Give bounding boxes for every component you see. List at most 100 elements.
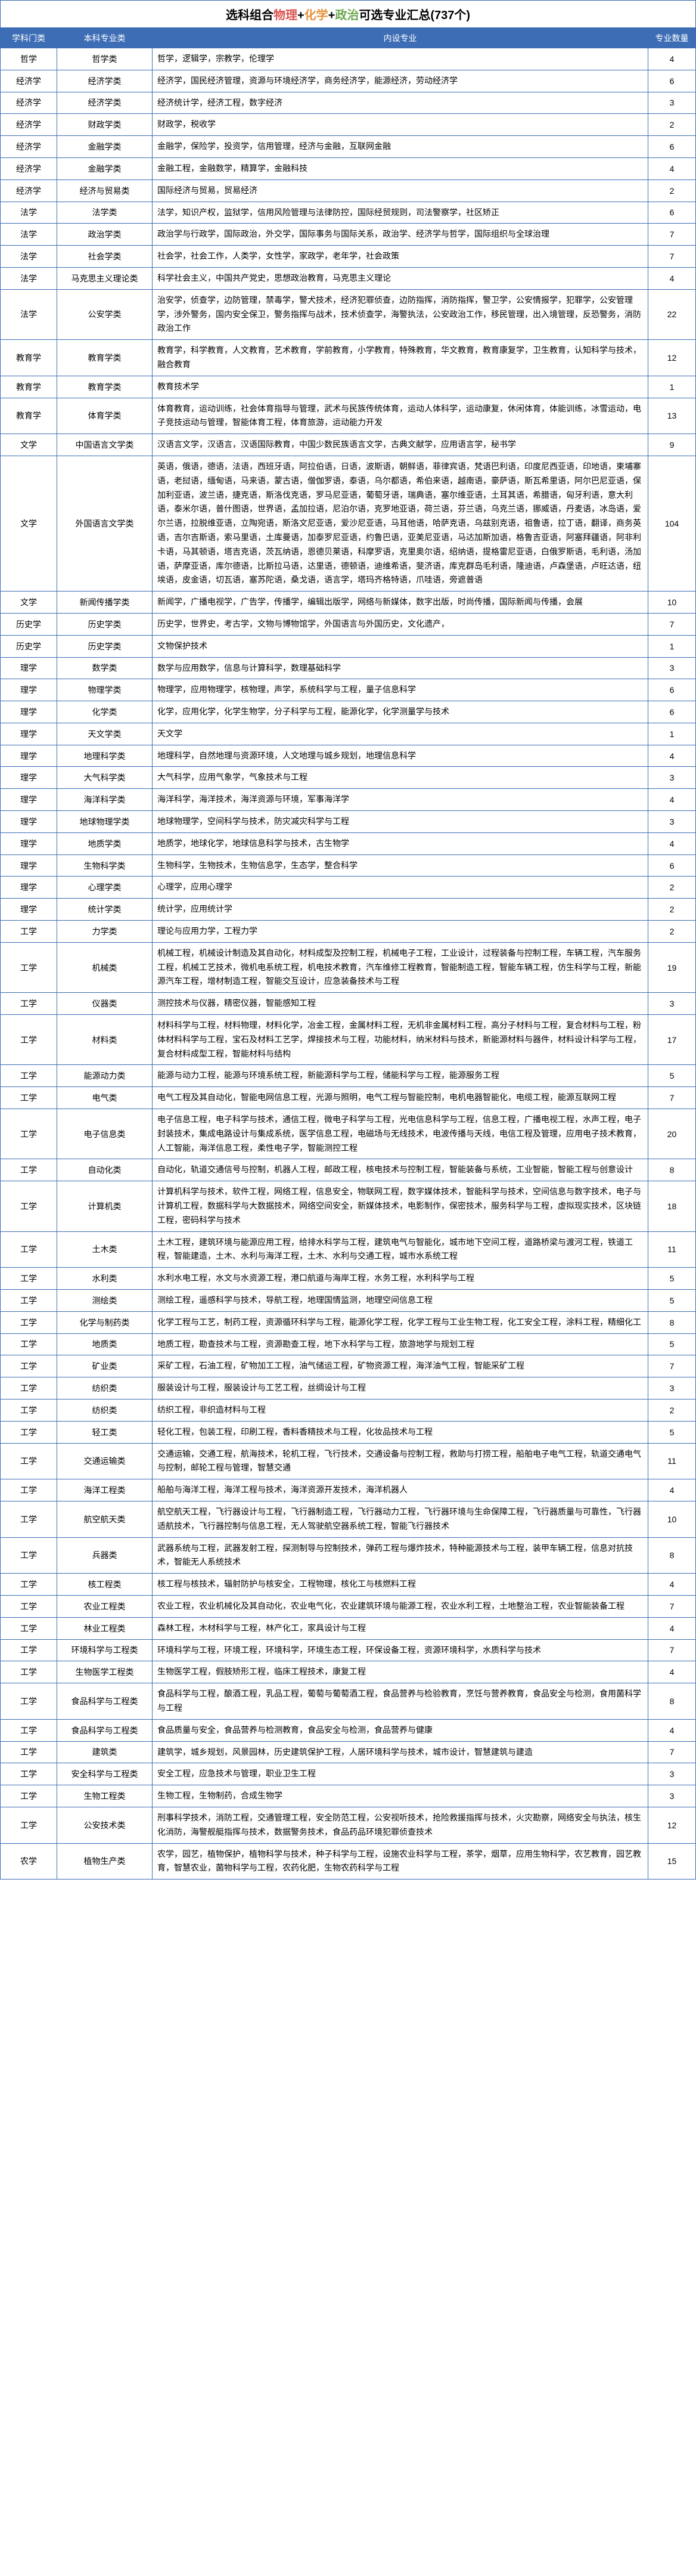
cell-discipline: 经济学: [1, 157, 57, 179]
cell-majors: 刑事科学技术，消防工程，交通管理工程，安全防范工程，公安视听技术，抢险救援指挥与…: [153, 1807, 648, 1843]
cell-count: 19: [648, 942, 696, 992]
cell-majors: 交通运输，交通工程，航海技术，轮机工程，飞行技术，交通设备与控制工程，救助与打捞…: [153, 1443, 648, 1479]
cell-count: 6: [648, 854, 696, 877]
table-row: 教育学教育学类教育学，科学教育，人文教育，艺术教育，学前教育，小学教育，特殊教育…: [1, 340, 696, 376]
cell-majors: 治安学，侦查学，边防管理，禁毒学，警犬技术，经济犯罪侦查，边防指挥，消防指挥，警…: [153, 289, 648, 339]
cell-count: 18: [648, 1181, 696, 1231]
cell-majors: 能源与动力工程，能源与环境系统工程，新能源科学与工程，储能科学与工程，能源服务工…: [153, 1065, 648, 1087]
table-row: 工学能源动力类能源与动力工程，能源与环境系统工程，新能源科学与工程，储能科学与工…: [1, 1065, 696, 1087]
cell-category: 地质类: [57, 1333, 153, 1355]
cell-discipline: 工学: [1, 1595, 57, 1617]
cell-category: 建筑类: [57, 1741, 153, 1763]
cell-count: 11: [648, 1443, 696, 1479]
cell-majors: 计算机科学与技术，软件工程，网络工程，信息安全，物联网工程，数字媒体技术，智能科…: [153, 1181, 648, 1231]
cell-count: 4: [648, 1719, 696, 1741]
cell-category: 纺织类: [57, 1377, 153, 1400]
table-row: 法学马克思主义理论类科学社会主义，中国共产党史，思想政治教育，马克思主义理论4: [1, 267, 696, 289]
cell-category: 体育学类: [57, 398, 153, 434]
cell-count: 12: [648, 1807, 696, 1843]
cell-count: 3: [648, 993, 696, 1015]
table-row: 教育学教育学类教育技术学1: [1, 376, 696, 398]
cell-discipline: 工学: [1, 921, 57, 943]
cell-count: 4: [648, 1574, 696, 1596]
cell-discipline: 文学: [1, 592, 57, 614]
cell-count: 3: [648, 767, 696, 789]
cell-count: 1: [648, 723, 696, 745]
cell-count: 3: [648, 1785, 696, 1807]
cell-majors: 哲学，逻辑学，宗教学，伦理学: [153, 48, 648, 70]
cell-discipline: 经济学: [1, 179, 57, 202]
cell-majors: 环境科学与工程，环境工程，环境科学，环境生态工程，环保设备工程，资源环境科学，水…: [153, 1639, 648, 1661]
cell-count: 2: [648, 1399, 696, 1421]
cell-category: 金融学类: [57, 136, 153, 158]
cell-category: 数学类: [57, 657, 153, 679]
cell-category: 大气科学类: [57, 767, 153, 789]
cell-category: 兵器类: [57, 1537, 153, 1574]
cell-category: 金融学类: [57, 157, 153, 179]
table-row: 法学法学类法学，知识产权，监狱学，信用风险管理与法律防控，国际经贸规则，司法警察…: [1, 202, 696, 224]
cell-count: 1: [648, 635, 696, 657]
cell-count: 7: [648, 1595, 696, 1617]
cell-category: 核工程类: [57, 1574, 153, 1596]
cell-majors: 新闻学，广播电视学，广告学，传播学，编辑出版学，网络与新媒体，数字出版，时尚传播…: [153, 592, 648, 614]
cell-discipline: 理学: [1, 899, 57, 921]
cell-category: 力学类: [57, 921, 153, 943]
cell-discipline: 经济学: [1, 136, 57, 158]
table-row: 工学轻工类轻化工程，包装工程，印刷工程，香料香精技术与工程，化妆品技术与工程5: [1, 1421, 696, 1443]
cell-majors: 科学社会主义，中国共产党史，思想政治教育，马克思主义理论: [153, 267, 648, 289]
cell-category: 新闻传播学类: [57, 592, 153, 614]
cell-discipline: 工学: [1, 1268, 57, 1290]
cell-majors: 武器系统与工程，武器发射工程，探测制导与控制技术，弹药工程与爆炸技术，特种能源技…: [153, 1537, 648, 1574]
table-row: 经济学经济学类经济学，国民经济管理，资源与环境经济学，商务经济学，能源经济，劳动…: [1, 70, 696, 92]
cell-majors: 服装设计与工程，服装设计与工艺工程，丝绸设计与工程: [153, 1377, 648, 1400]
cell-majors: 机械工程，机械设计制造及其自动化，材料成型及控制工程，机械电子工程，工业设计，过…: [153, 942, 648, 992]
cell-count: 8: [648, 1159, 696, 1181]
cell-majors: 理论与应用力学，工程力学: [153, 921, 648, 943]
cell-majors: 食品科学与工程，酿酒工程，乳品工程，葡萄与葡萄酒工程，食品营养与检验教育，烹饪与…: [153, 1683, 648, 1720]
cell-majors: 化学工程与工艺，制药工程，资源循环科学与工程，能源化学工程，化学工程与工业生物工…: [153, 1311, 648, 1333]
cell-category: 自动化类: [57, 1159, 153, 1181]
cell-majors: 教育技术学: [153, 376, 648, 398]
cell-count: 3: [648, 1377, 696, 1400]
cell-count: 4: [648, 267, 696, 289]
cell-majors: 采矿工程，石油工程，矿物加工工程，油气储运工程，矿物资源工程，海洋油气工程，智能…: [153, 1355, 648, 1377]
cell-count: 7: [648, 1639, 696, 1661]
table-row: 工学建筑类建筑学，城乡规划，风景园林，历史建筑保护工程，人居环境科学与技术，城市…: [1, 1741, 696, 1763]
cell-category: 经济学类: [57, 70, 153, 92]
table-row: 工学材料类材料科学与工程，材料物理，材料化学，冶金工程，金属材料工程，无机非金属…: [1, 1015, 696, 1065]
cell-category: 心理学类: [57, 877, 153, 899]
cell-count: 10: [648, 592, 696, 614]
cell-count: 5: [648, 1290, 696, 1312]
cell-discipline: 工学: [1, 942, 57, 992]
cell-category: 政治学类: [57, 224, 153, 246]
cell-category: 社会学类: [57, 246, 153, 268]
cell-category: 教育学类: [57, 340, 153, 376]
title-subject-3: 政治: [335, 9, 359, 22]
cell-majors: 法学，知识产权，监狱学，信用风险管理与法律防控，国际经贸规则，司法警察学，社区矫…: [153, 202, 648, 224]
cell-category: 历史学类: [57, 635, 153, 657]
cell-majors: 金融学，保险学，投资学，信用管理，经济与金融，互联网金融: [153, 136, 648, 158]
cell-category: 生物科学类: [57, 854, 153, 877]
cell-discipline: 工学: [1, 1574, 57, 1596]
cell-majors: 数学与应用数学，信息与计算科学，数理基础科学: [153, 657, 648, 679]
cell-discipline: 理学: [1, 854, 57, 877]
header-discipline: 学科门类: [1, 29, 57, 48]
cell-majors: 历史学，世界史，考古学，文物与博物馆学，外国语言与外国历史，文化遗产，: [153, 613, 648, 635]
cell-majors: 体育教育，运动训练，社会体育指导与管理，武术与民族传统体育，运动人体科学，运动康…: [153, 398, 648, 434]
cell-majors: 建筑学，城乡规划，风景园林，历史建筑保护工程，人居环境科学与技术，城市设计，智慧…: [153, 1741, 648, 1763]
cell-category: 农业工程类: [57, 1595, 153, 1617]
cell-discipline: 经济学: [1, 114, 57, 136]
cell-count: 1: [648, 376, 696, 398]
title-subject-1: 物理: [274, 9, 297, 22]
cell-majors: 文物保护技术: [153, 635, 648, 657]
cell-category: 法学类: [57, 202, 153, 224]
table-row: 工学电气类电气工程及其自动化，智能电网信息工程，光源与照明，电气工程与智能控制，…: [1, 1087, 696, 1109]
cell-count: 6: [648, 70, 696, 92]
cell-category: 土木类: [57, 1231, 153, 1268]
cell-discipline: 工学: [1, 1501, 57, 1537]
cell-majors: 航空航天工程，飞行器设计与工程，飞行器制造工程，飞行器动力工程，飞行器环境与生命…: [153, 1501, 648, 1537]
cell-majors: 金融工程，金融数学，精算学，金融科技: [153, 157, 648, 179]
cell-discipline: 工学: [1, 1719, 57, 1741]
cell-category: 教育学类: [57, 376, 153, 398]
cell-category: 公安学类: [57, 289, 153, 339]
